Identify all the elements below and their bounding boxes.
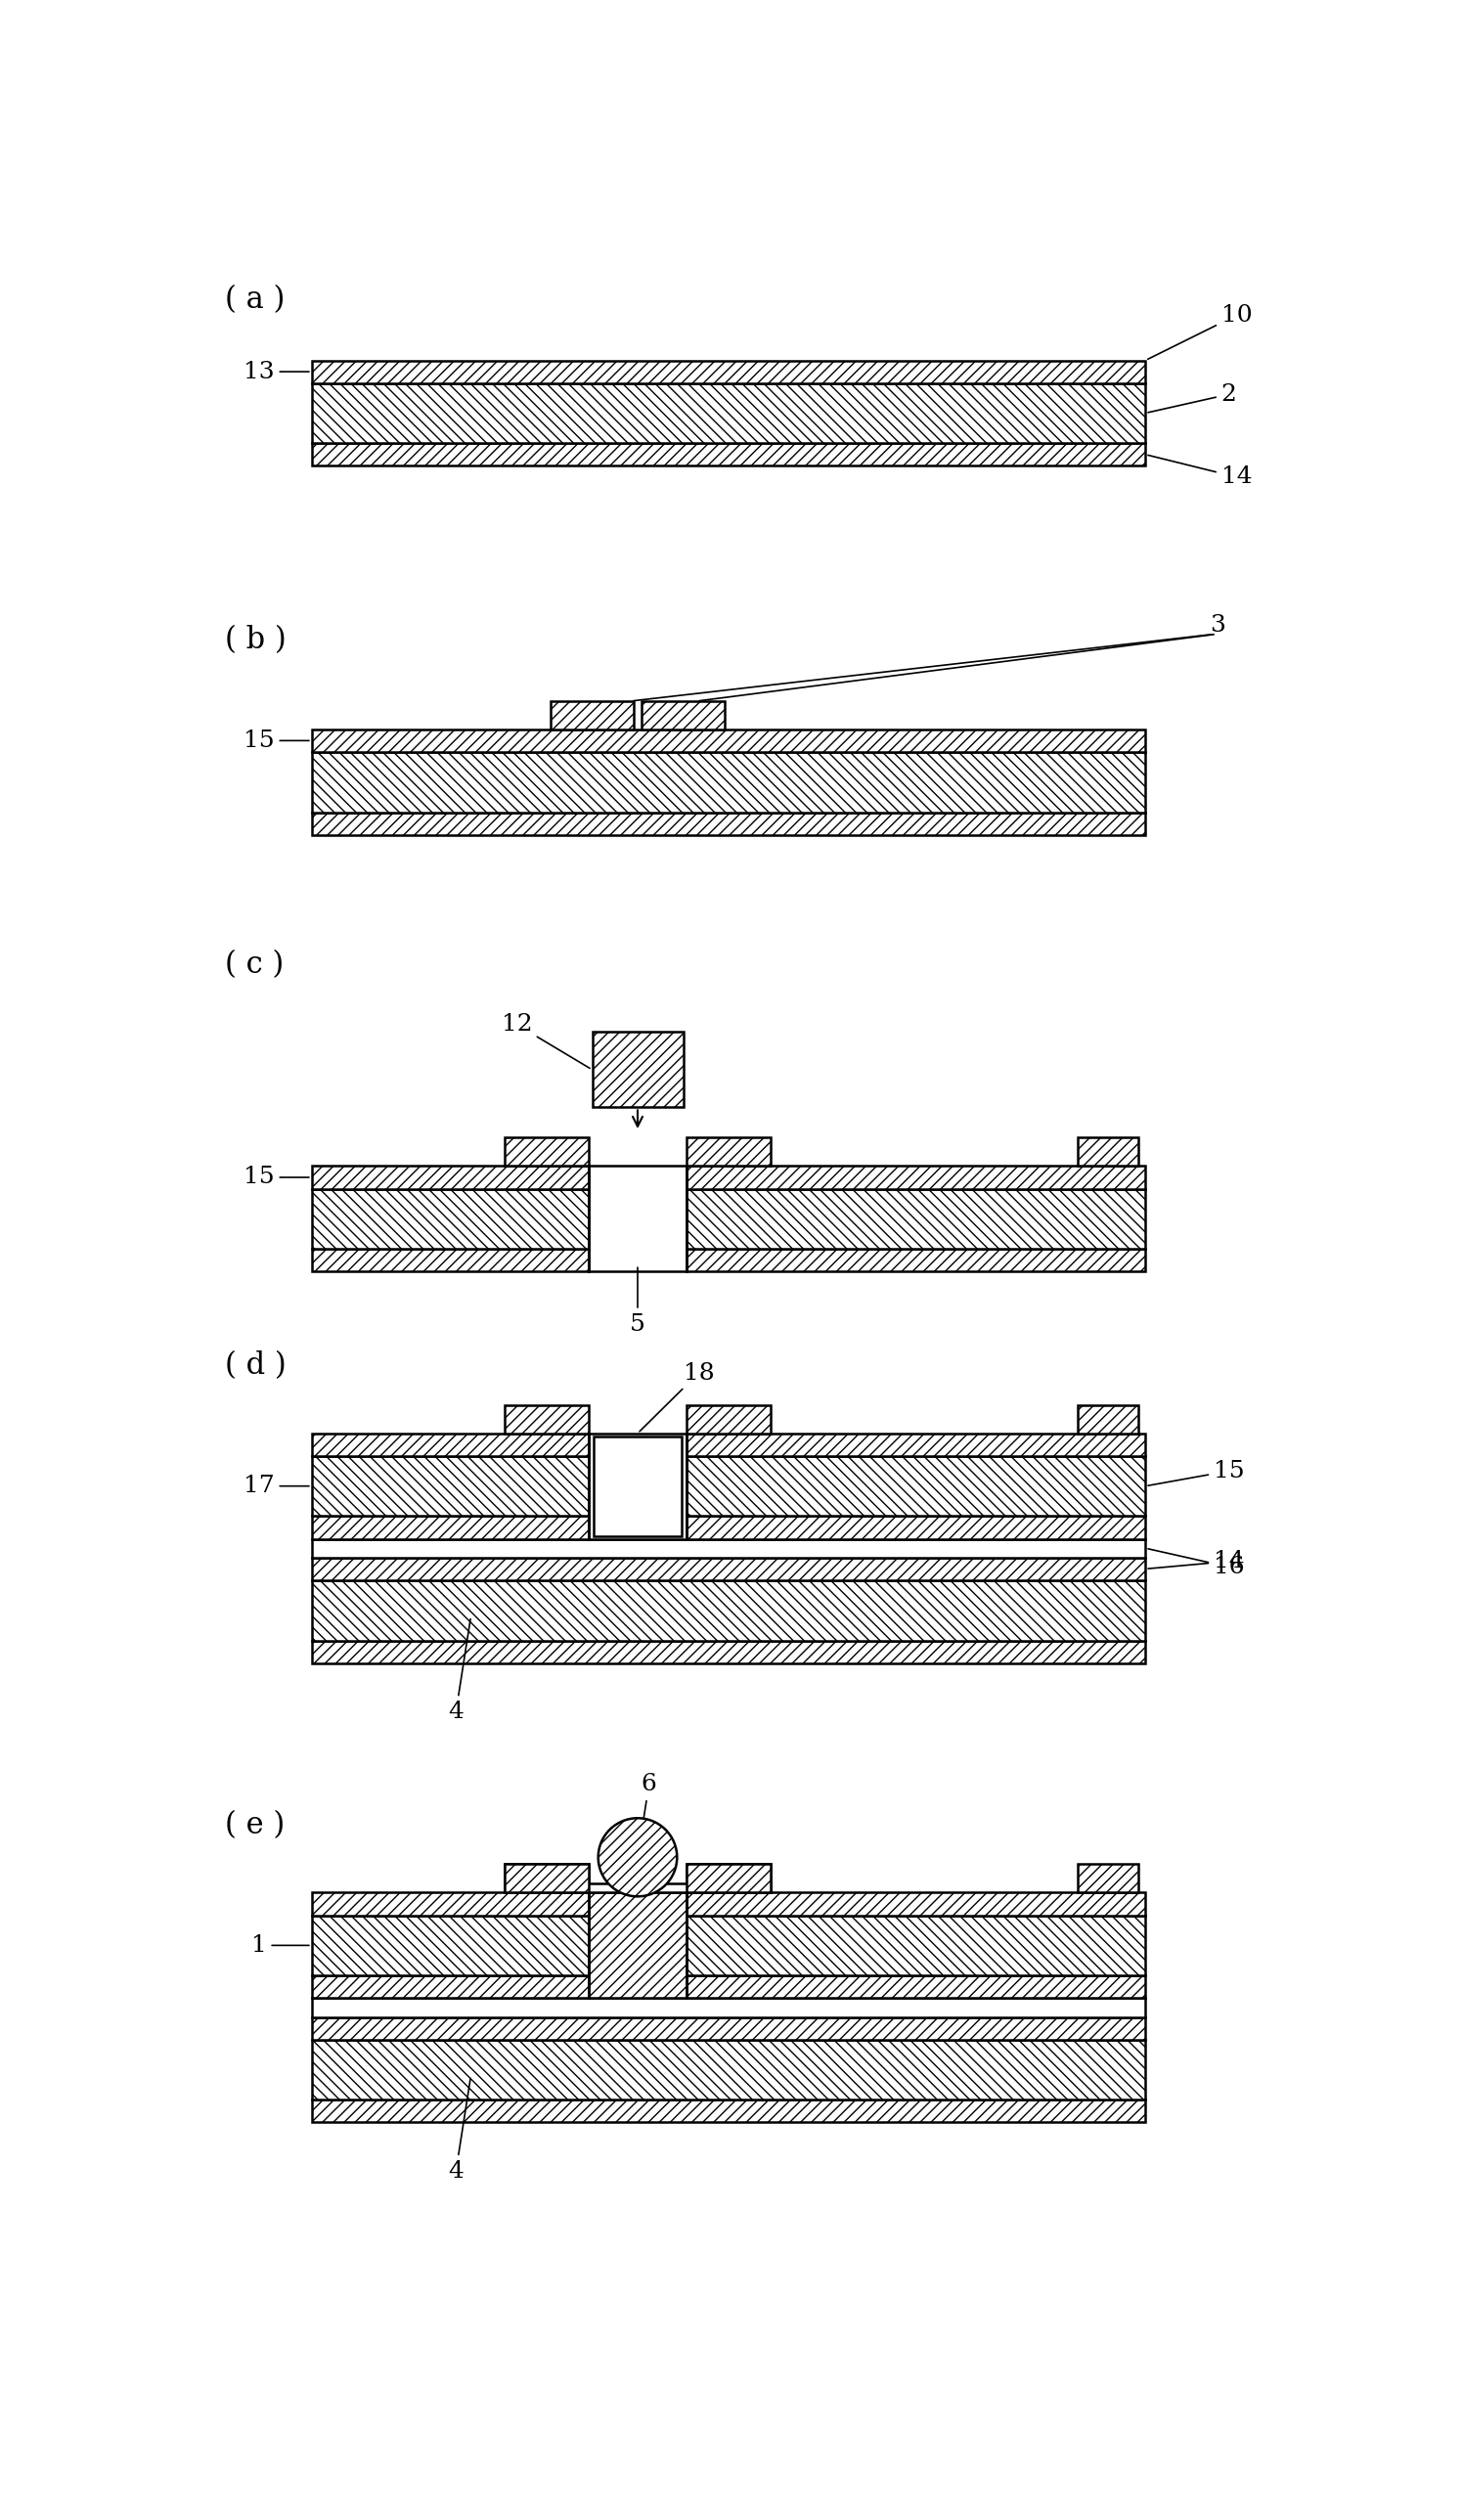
- Bar: [312, 1434, 588, 1457]
- Text: 2: 2: [1148, 383, 1236, 413]
- Bar: [688, 1189, 1146, 1250]
- Bar: [312, 728, 1146, 751]
- Bar: [312, 1167, 588, 1189]
- Bar: [312, 1641, 1146, 1663]
- Text: 4: 4: [448, 2079, 471, 2182]
- Text: ( e ): ( e ): [224, 1809, 284, 1840]
- Bar: [688, 1404, 770, 1434]
- Bar: [312, 2099, 1146, 2122]
- Text: 6: 6: [638, 1774, 657, 1855]
- Bar: [312, 1557, 1146, 1580]
- Text: 15: 15: [243, 728, 309, 751]
- Bar: [688, 1250, 1146, 1273]
- Text: 15: 15: [243, 1167, 309, 1189]
- Bar: [688, 1915, 1146, 1976]
- Text: 5: 5: [631, 1268, 645, 1336]
- Bar: [505, 1865, 588, 1893]
- Text: 3: 3: [1210, 615, 1225, 638]
- Bar: [505, 1404, 588, 1434]
- Bar: [688, 1457, 1146, 1517]
- Bar: [312, 1976, 588, 1998]
- Text: 17: 17: [243, 1474, 309, 1497]
- Text: 14: 14: [1148, 456, 1252, 489]
- Text: 15: 15: [1148, 1459, 1245, 1487]
- Bar: [312, 383, 1146, 444]
- Text: ( c ): ( c ): [224, 950, 284, 980]
- Bar: [312, 1189, 588, 1250]
- Text: 14: 14: [1148, 1550, 1245, 1572]
- Text: ( a ): ( a ): [224, 285, 285, 315]
- Text: ( b ): ( b ): [224, 625, 285, 655]
- Bar: [688, 1865, 770, 1893]
- Bar: [312, 444, 1146, 466]
- Bar: [688, 1865, 770, 1893]
- Text: 10: 10: [1148, 305, 1252, 360]
- Bar: [1077, 1137, 1138, 1167]
- Bar: [688, 1167, 1146, 1189]
- Bar: [1077, 1865, 1138, 1893]
- Bar: [312, 1517, 588, 1540]
- Bar: [312, 1457, 588, 1517]
- Bar: [588, 1167, 688, 1273]
- Text: 16: 16: [1148, 1550, 1245, 1578]
- Bar: [312, 751, 1146, 811]
- Bar: [312, 360, 1146, 383]
- Bar: [688, 1137, 770, 1167]
- Text: 18: 18: [639, 1361, 714, 1431]
- Text: 12: 12: [502, 1013, 590, 1068]
- Bar: [588, 1434, 688, 1540]
- Bar: [312, 1250, 588, 1273]
- Text: 1: 1: [252, 1935, 309, 1956]
- Bar: [505, 1882, 770, 1893]
- Bar: [312, 1915, 588, 1976]
- Bar: [594, 1436, 682, 1535]
- Bar: [1077, 1404, 1138, 1434]
- Bar: [688, 1434, 1146, 1457]
- Bar: [593, 1033, 683, 1106]
- Bar: [312, 1580, 1146, 1641]
- Bar: [312, 2039, 1146, 2099]
- Text: 13: 13: [243, 360, 309, 383]
- Bar: [312, 2016, 1146, 2039]
- Bar: [688, 1976, 1146, 1998]
- Circle shape: [598, 1817, 677, 1898]
- Bar: [550, 701, 633, 728]
- Bar: [505, 1865, 588, 1893]
- Text: ( d ): ( d ): [224, 1351, 285, 1381]
- Bar: [588, 1893, 688, 1998]
- Text: 4: 4: [448, 1618, 471, 1724]
- Bar: [312, 1998, 1146, 2016]
- Bar: [312, 811, 1146, 834]
- Bar: [312, 1893, 588, 1915]
- Bar: [641, 701, 724, 728]
- Bar: [688, 1517, 1146, 1540]
- Bar: [505, 1137, 588, 1167]
- Bar: [688, 1893, 1146, 1915]
- Bar: [312, 1540, 1146, 1557]
